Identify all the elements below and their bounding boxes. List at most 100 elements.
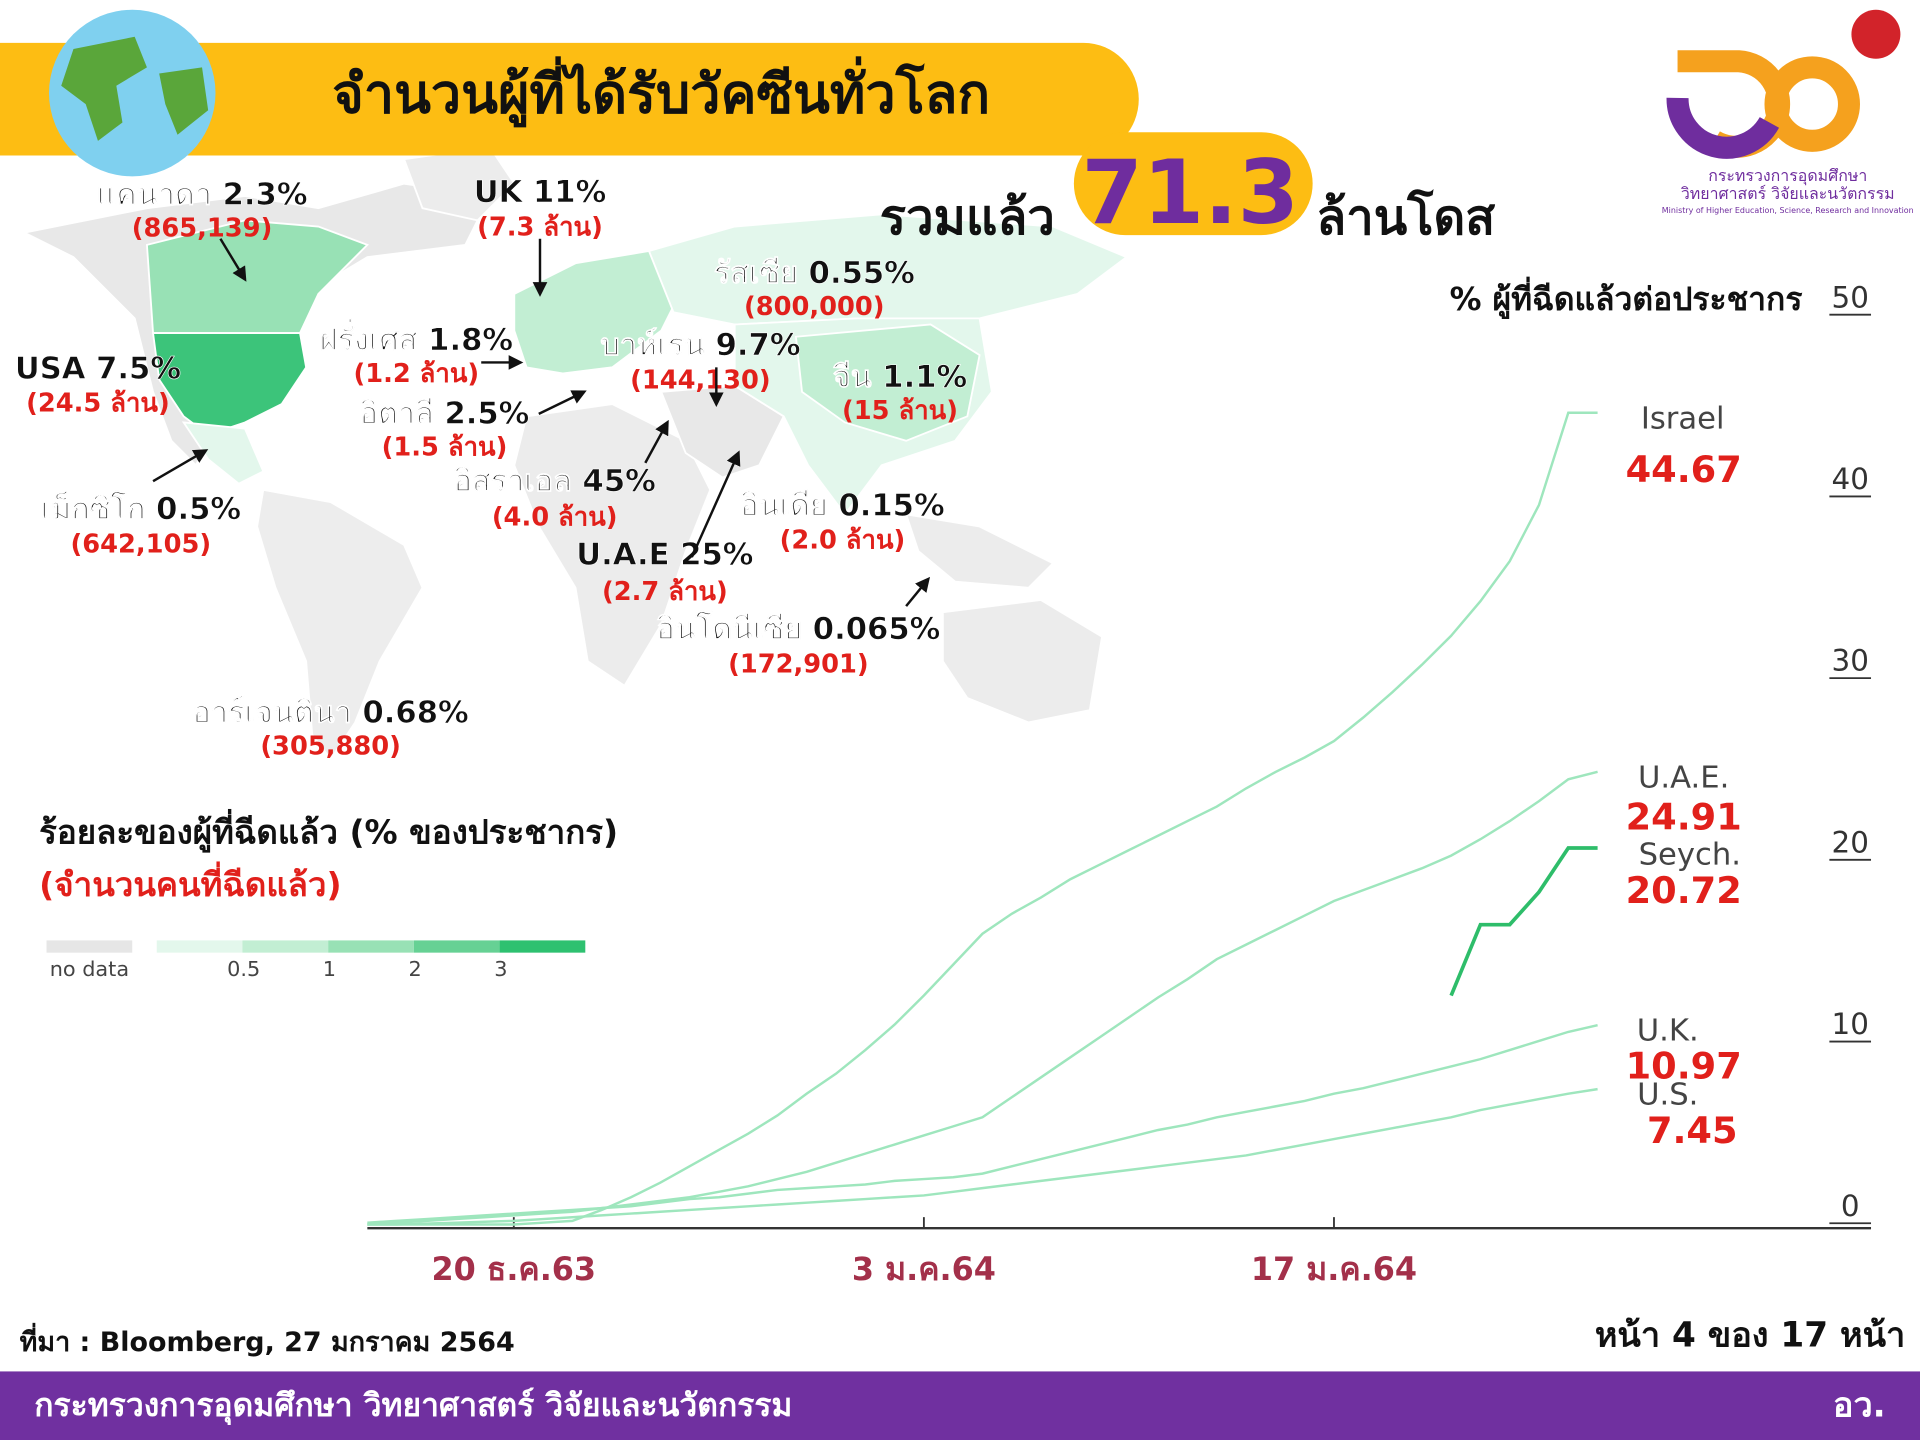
logo-text: วิทยาศาสตร์ วิจัยและนวัตกรรม: [1681, 184, 1895, 203]
country-label: แคนาดา 2.3%: [97, 177, 308, 212]
country-label: UK 11%: [474, 175, 607, 210]
africa: [513, 403, 712, 688]
country-count: (172,901): [728, 649, 869, 679]
country-count: (2.7 ล้าน): [602, 577, 728, 607]
usa: [152, 332, 308, 436]
country-count: (800,000): [744, 292, 885, 322]
country-label: อิตาลี 2.5%: [360, 397, 530, 432]
series-name: U.S.: [1637, 1077, 1698, 1112]
europe: [513, 250, 687, 375]
footer-bar: [0, 1371, 1920, 1440]
country-count: (24.5 ล้าน): [26, 389, 170, 419]
series-name: U.A.E.: [1638, 760, 1729, 795]
x-tick-label: 3 ม.ค.64: [852, 1250, 996, 1288]
footer-ministry: กระทรวงการอุดมศึกษา วิทยาศาสตร์ วิจัยและ…: [34, 1386, 792, 1426]
series-value-label: 20.72: [1626, 869, 1742, 912]
legend-tick-label: 3: [494, 957, 507, 981]
series-name: Seych.: [1639, 837, 1741, 872]
country-label: อินโดนีเซีย 0.065%: [656, 610, 940, 647]
country-label: USA 7.5%: [15, 351, 181, 386]
country-count: (15 ล้าน): [842, 396, 958, 426]
country-count: (7.3 ล้าน): [477, 212, 603, 242]
world-map: [21, 145, 1129, 761]
country-label: เม็กซิโก 0.5%: [41, 490, 241, 527]
southeast-asia: [904, 513, 1055, 589]
country-label: อาร์เจนตินา 0.68%: [193, 694, 469, 730]
series-line: [367, 1023, 1598, 1224]
series-value-label: 7.45: [1647, 1109, 1738, 1152]
series-value-label: 24.91: [1626, 796, 1742, 839]
country-label: U.A.E 25%: [576, 537, 753, 572]
arrow: [538, 390, 587, 415]
country-count: (1.2 ล้าน): [353, 359, 479, 389]
map-subtitle: (จำนวนคนที่ฉีดแล้ว): [39, 861, 341, 904]
china: [794, 323, 981, 442]
logo-atom: [1851, 9, 1901, 59]
chart-title: % ผู้ที่ฉีดแล้วต่อประชากร: [1450, 276, 1803, 320]
y-tick-label: 20: [1832, 825, 1869, 859]
series-name: U.K.: [1637, 1014, 1699, 1049]
series-name: Israel: [1641, 402, 1725, 437]
legend-label: no data: [50, 957, 129, 981]
russia: [647, 213, 1129, 326]
country-count: (865,139): [132, 213, 273, 243]
arrow: [905, 576, 931, 607]
logo: กระทรวงการอุดมศึกษา วิทยาศาสตร์ วิจัยและ…: [1662, 9, 1914, 215]
country-label: ฝรั่งเศส 1.8%: [320, 318, 513, 358]
legend-tick-label: 2: [408, 957, 421, 981]
x-tick-label: 20 ธ.ค.63: [432, 1250, 597, 1288]
legend-swatch: [242, 940, 329, 953]
series-value-label: 44.67: [1626, 448, 1742, 491]
y-tick-label: 0: [1841, 1189, 1860, 1223]
legend-swatch: [499, 940, 586, 953]
series-line: [367, 1087, 1598, 1226]
total-value: 71.3: [1081, 141, 1299, 244]
country-count: (2.0 ล้าน): [780, 526, 906, 556]
globe-land: [61, 36, 209, 141]
legend-swatch: [156, 940, 243, 953]
page-number: หน้า 4 ของ 17 หน้า: [1595, 1316, 1905, 1356]
logo-text: Ministry of Higher Education, Science, R…: [1662, 206, 1914, 215]
series-line: [1449, 846, 1598, 997]
legend-swatch: [413, 940, 500, 953]
country-count: (144,130): [630, 365, 771, 395]
y-tick-label: 30: [1832, 644, 1869, 678]
title-banner: [0, 42, 1139, 156]
series-line: [367, 411, 1598, 1226]
country-count: (642,105): [71, 529, 212, 559]
title: จำนวนผู้ที่ได้รับวัคซีนทั่วโลก: [332, 56, 990, 128]
arrow: [690, 450, 741, 558]
footer-short: อว.: [1833, 1385, 1886, 1425]
y-tick-label: 40: [1832, 462, 1869, 496]
legend-swatch: [328, 940, 414, 953]
source: ที่มา : Bloomberg, 27 มกราคม 2564: [20, 1322, 515, 1358]
arrow: [152, 449, 209, 483]
country-label: บาห์เรน 9.7%: [600, 327, 800, 363]
logo-text: กระทรวงการอุดมศึกษา: [1708, 166, 1867, 186]
map-title: ร้อยละของผู้ที่ฉีดแล้ว (% ของประชากร): [39, 808, 618, 853]
arrow: [219, 238, 247, 282]
legend-tick-label: 0.5: [227, 957, 260, 981]
south-america: [256, 488, 424, 761]
series-value-label: 10.97: [1626, 1044, 1742, 1087]
country-label: จีน 1.1%: [833, 360, 967, 395]
country-label: อิสราเอล 45%: [454, 464, 656, 499]
country-count: (4.0 ล้าน): [492, 502, 618, 532]
logo-mark-purple: [1666, 97, 1780, 159]
country-label: รัสเซีย 0.55%: [714, 256, 915, 291]
x-tick-label: 17 ม.ค.64: [1251, 1250, 1417, 1288]
y-tick-label: 50: [1832, 280, 1869, 314]
y-tick-label: 10: [1832, 1007, 1869, 1041]
australia: [941, 599, 1104, 724]
country-count: (1.5 ล้าน): [382, 433, 508, 463]
country-label: อินเดีย 0.15%: [740, 488, 944, 523]
arrow: [644, 419, 669, 464]
country-count: (305,880): [260, 731, 401, 761]
legend-tick-label: 1: [323, 957, 336, 981]
series-line: [367, 770, 1598, 1226]
legend-swatch: [46, 940, 133, 953]
total-suffix: ล้านโดส: [1316, 188, 1495, 246]
total-pill: [1073, 132, 1313, 236]
